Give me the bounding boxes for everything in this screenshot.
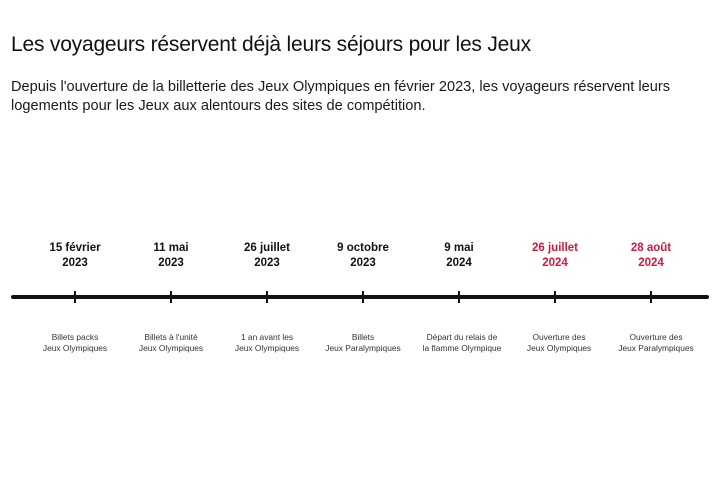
event-date-day: 28 août <box>630 242 672 254</box>
event-label-line-2: Jeux Paralympiques <box>618 343 694 353</box>
event-label: Départ du relais de la flamme Olympique <box>402 332 522 354</box>
event-date-day: 9 octobre <box>337 242 389 254</box>
event-label: Ouverture des Jeux Paralympiques <box>596 332 716 354</box>
subtitle-line-2: logements pour les Jeux aux alentours de… <box>11 98 426 114</box>
event-label: Ouverture des Jeux Olympiques <box>499 332 619 354</box>
event-date-day: 26 juillet <box>243 242 291 254</box>
event-date-day: 11 mai <box>153 242 189 254</box>
event-date-day: 15 février <box>49 242 101 254</box>
event-label: 1 an avant les Jeux Olympiques <box>207 332 327 354</box>
page-subtitle: Depuis l'ouverture de la billetterie des… <box>11 78 701 116</box>
timeline-tick <box>170 291 172 303</box>
event-label: Billets Jeux Paralympiques <box>303 332 423 354</box>
event-date-year: 2024 <box>638 257 664 269</box>
event-label-line-1: Ouverture des <box>629 332 683 342</box>
event-date: 11 mai 2023 <box>116 241 226 271</box>
event-label-line-1: Billets packs <box>51 332 99 342</box>
event-date-day: 9 mai <box>444 242 474 254</box>
event-label-line-1: Billets à l'unité <box>144 332 198 342</box>
event-date-year: 2024 <box>446 257 472 269</box>
event-date-highlight: 26 juillet 2024 <box>500 241 610 271</box>
event-label-line-1: Ouverture des <box>532 332 586 342</box>
event-date: 9 mai 2024 <box>404 241 514 271</box>
event-date: 9 octobre 2023 <box>308 241 418 271</box>
event-date: 26 juillet 2023 <box>212 241 322 271</box>
event-date-day: 26 juillet <box>531 242 579 254</box>
event-date-year: 2024 <box>542 257 568 269</box>
event-date: 15 février 2023 <box>20 241 130 271</box>
timeline-tick <box>362 291 364 303</box>
timeline-tick <box>266 291 268 303</box>
timeline-axis <box>11 295 709 299</box>
subtitle-line-1: Depuis l'ouverture de la billetterie des… <box>11 79 671 95</box>
timeline-tick <box>650 291 652 303</box>
event-label-line-2: Jeux Olympiques <box>42 343 108 353</box>
event-date-year: 2023 <box>254 257 280 269</box>
page-title: Les voyageurs réservent déjà leurs séjou… <box>11 33 531 56</box>
event-date-highlight: 28 août 2024 <box>596 241 706 271</box>
event-label-line-2: Jeux Olympiques <box>234 343 300 353</box>
event-label-line-2: Jeux Paralympiques <box>325 343 401 353</box>
event-label-line-1: Départ du relais de <box>426 332 498 342</box>
event-date-year: 2023 <box>62 257 88 269</box>
event-date-year: 2023 <box>158 257 184 269</box>
timeline-tick <box>74 291 76 303</box>
timeline-tick <box>554 291 556 303</box>
event-label: Billets à l'unité Jeux Olympiques <box>111 332 231 354</box>
event-label: Billets packs Jeux Olympiques <box>15 332 135 354</box>
event-label-line-1: Billets <box>351 332 375 342</box>
event-label-line-2: Jeux Olympiques <box>138 343 204 353</box>
event-date-year: 2023 <box>350 257 376 269</box>
event-label-line-2: la flamme Olympique <box>422 343 502 353</box>
event-label-line-2: Jeux Olympiques <box>526 343 592 353</box>
event-label-line-1: 1 an avant les <box>240 332 294 342</box>
timeline-tick <box>458 291 460 303</box>
